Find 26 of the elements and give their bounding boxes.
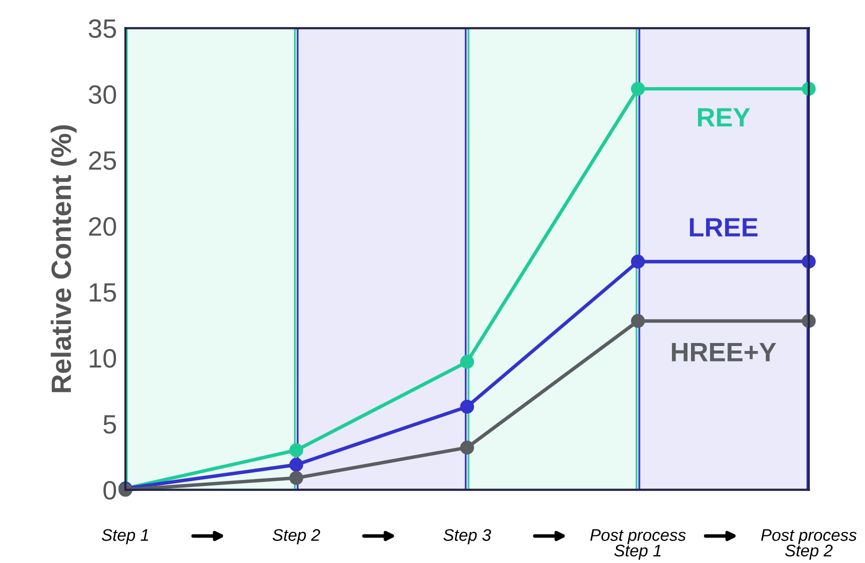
point — [630, 314, 645, 328]
y-tick-label: 35 — [88, 19, 116, 38]
point — [289, 443, 304, 458]
point — [460, 400, 474, 414]
series-label: LREE — [690, 218, 758, 236]
point — [630, 254, 645, 269]
point — [460, 354, 474, 369]
x-tick-label: Post process Step 1 — [590, 529, 686, 560]
point — [289, 470, 304, 485]
y-tick-label: 15 — [90, 283, 116, 302]
y-tick-label: 20 — [89, 217, 116, 236]
point — [460, 440, 474, 455]
point — [289, 458, 304, 472]
x-tick-label: Step 2 — [272, 529, 320, 544]
y-axis-title: Relative Content (%) — [50, 125, 77, 392]
y-tick-label: 5 — [103, 415, 116, 434]
y-tick-label: 10 — [90, 349, 116, 368]
x-tick-label: Step 1 — [102, 529, 148, 544]
y-tick-label: 30 — [88, 85, 116, 104]
point — [630, 82, 645, 96]
x-tick-label: Step 3 — [443, 529, 492, 544]
series-label: HREE+Y — [672, 343, 776, 362]
y-tick-label: 0 — [103, 480, 116, 500]
y-tick-label: 25 — [89, 151, 116, 170]
series-label: REY — [698, 108, 750, 126]
x-tick-label: Post process Step 2 — [761, 529, 857, 560]
